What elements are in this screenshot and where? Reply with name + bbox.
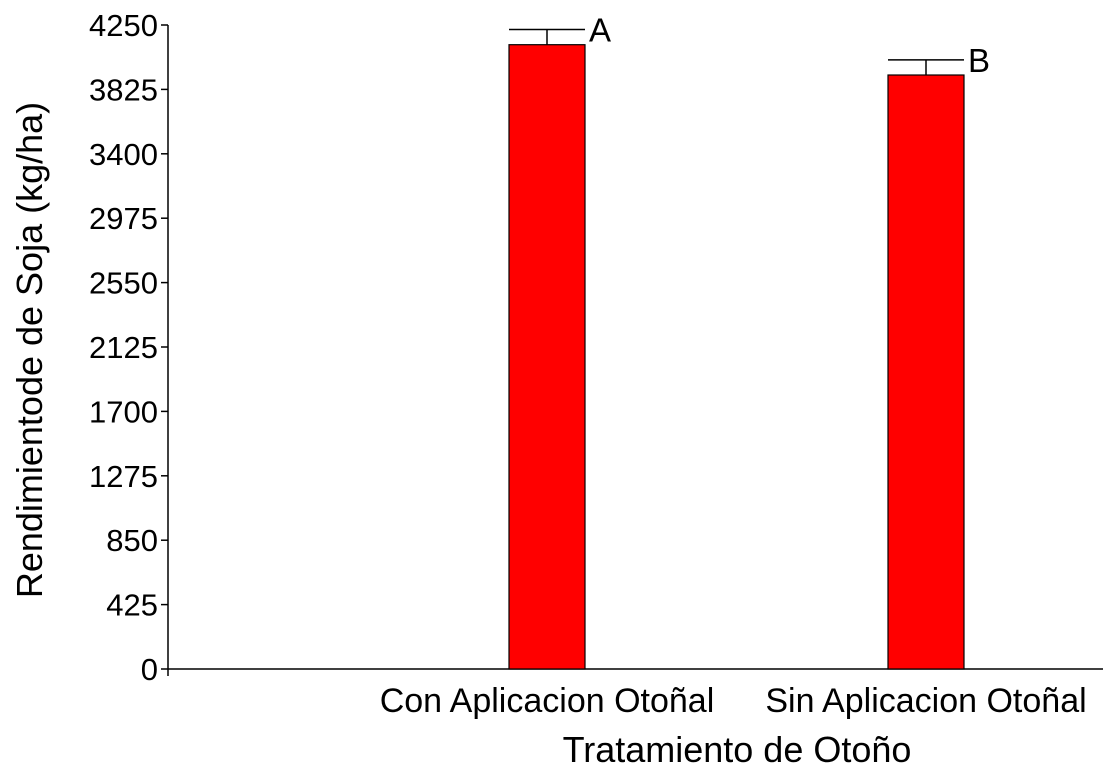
y-tick-label: 4250 [89,8,158,43]
y-tick-label: 3825 [89,72,158,107]
y-tick-label: 2975 [89,201,158,236]
y-tick-label: 425 [106,588,158,623]
y-tick-label: 0 [141,652,158,687]
y-tick-label: 1275 [89,459,158,494]
y-tick-label: 3400 [89,137,158,172]
y-axis: 0 425 850 1275 1700 2125 2550 2975 3400 3825 4250 [89,8,169,687]
x-tick-label: Sin Aplicacion Otoñal [765,682,1086,720]
y-axis-label: Rendimientode de Soja (kg/ha) [9,102,50,598]
x-axis-label: Tratamiento de Otoño [563,729,912,770]
y-tick-label: 850 [106,523,158,558]
x-tick-label: Con Aplicacion Otoñal [380,682,715,720]
significance-label: A [589,12,611,49]
significance-label: B [968,42,990,79]
y-tick-label: 2125 [89,330,158,365]
bar [508,44,586,670]
bar [887,74,965,670]
bars: AB [508,12,990,670]
y-tick-label: 1700 [89,394,158,429]
x-axis: Con Aplicacion Otoñal Sin Aplicacion Otoñ… [167,668,1103,720]
y-tick-label: 2550 [89,266,158,301]
